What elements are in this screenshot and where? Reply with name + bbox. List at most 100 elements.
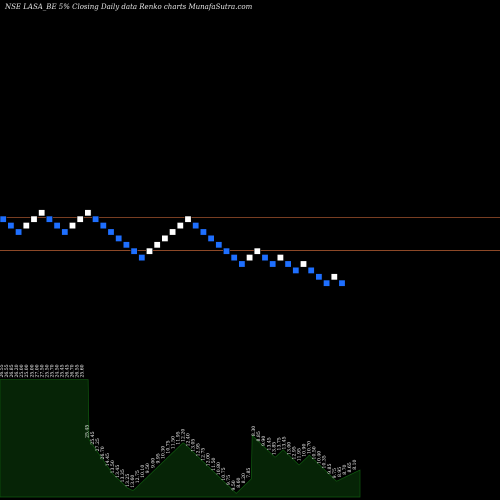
- volume-data-label: 24.50: [54, 364, 60, 377]
- renko-brick: [192, 222, 200, 230]
- volume-data-label: 9.85: [327, 464, 333, 474]
- renko-brick: [61, 228, 69, 236]
- volume-data-label: 26.70: [70, 364, 76, 377]
- volume-data-label: 8.30: [251, 426, 257, 436]
- volume-data-label: 25.00: [29, 364, 35, 377]
- renko-brick: [199, 228, 207, 236]
- renko-brick: [153, 241, 161, 249]
- renko-brick: [146, 247, 154, 255]
- volume-data-label: 26.70: [100, 446, 106, 459]
- volume-data-label: 26.55: [75, 364, 81, 377]
- renko-brick: [315, 273, 323, 281]
- volume-data-label: 25.45: [60, 364, 66, 377]
- volume-data-label: 27.25: [95, 438, 101, 451]
- volume-data-label: 11.50: [211, 457, 217, 470]
- volume-data-label: 8.60: [236, 477, 242, 487]
- renko-brick: [269, 260, 277, 268]
- volume-data-label: 13.60: [130, 475, 136, 488]
- renko-brick: [7, 222, 15, 230]
- renko-brick: [84, 209, 92, 217]
- volume-data-label: 27.50: [39, 364, 45, 377]
- volume-data-label: 26.45: [65, 364, 71, 377]
- volume-data-label: 13.85: [271, 442, 277, 455]
- renko-brick: [261, 254, 269, 262]
- volume-panel: [0, 379, 361, 498]
- renko-brick: [69, 222, 77, 230]
- volume-labels: 26.55 26.55 26.85 26.20 25.00 25.00 25.00 27.00…: [0, 364, 358, 490]
- volume-data-label: 8.70: [342, 464, 348, 474]
- renko-brick: [169, 228, 177, 236]
- renko-brick: [292, 266, 300, 274]
- volume-data-label: 13.35: [120, 469, 126, 482]
- renko-brick: [53, 222, 61, 230]
- volume-data-label: 9.50: [145, 463, 151, 473]
- volume-data-label: 10.75: [165, 440, 171, 453]
- volume-data-label: 11.95: [176, 431, 182, 444]
- volume-data-label: 12.95: [291, 446, 297, 459]
- renko-brick: [99, 222, 107, 230]
- volume-data-label: 13.45: [115, 465, 121, 478]
- renko-brick: [238, 260, 246, 268]
- volume-data-label: 25.45: [90, 431, 96, 444]
- chart-title: NSE LASA_BE 5% Closing Daily data Renko …: [4, 3, 253, 11]
- volume-data-label: 9.50: [231, 480, 237, 490]
- volume-data-label: 10.75: [221, 467, 227, 480]
- volume-data-label: 12.20: [181, 429, 187, 442]
- volume-data-label: 13.00: [286, 442, 292, 455]
- volume-data-label: 26.85: [9, 364, 15, 377]
- volume-data-label: 13.45: [266, 437, 272, 450]
- renko-brick: [130, 247, 138, 255]
- renko-brick: [230, 254, 238, 262]
- renko-brick: [223, 247, 231, 255]
- renko-bricks: [0, 209, 346, 287]
- volume-data-label: 26.55: [4, 364, 10, 377]
- renko-brick: [92, 215, 100, 223]
- volume-area: [0, 379, 361, 498]
- renko-brick: [207, 234, 215, 242]
- volume-data-label: 26.55: [0, 364, 5, 377]
- volume-data-label: 13.75: [276, 437, 282, 450]
- volume-data-label: 10.30: [160, 446, 166, 459]
- volume-data-label: 10.40: [317, 451, 323, 464]
- volume-data-label: 13.05: [191, 439, 197, 452]
- volume-data-label: 13.45: [281, 436, 287, 449]
- renko-brick: [246, 254, 254, 262]
- volume-data-label: 25.70: [49, 364, 55, 377]
- volume-data-label: 13.25: [125, 474, 131, 487]
- renko-brick: [138, 254, 146, 262]
- volume-data-label: 25.45: [85, 425, 91, 438]
- renko-brick: [330, 273, 338, 281]
- volume-data-label: 10.80: [216, 462, 222, 475]
- renko-brick: [253, 247, 261, 255]
- volume-data-label: 9.00: [150, 458, 156, 468]
- renko-brick: [22, 222, 30, 230]
- volume-data-label: 9.75: [332, 468, 338, 478]
- renko-brick: [323, 279, 331, 287]
- volume-data-label: 12.75: [135, 470, 141, 483]
- volume-data-label: 12.00: [206, 453, 212, 466]
- renko-brick: [284, 260, 292, 268]
- renko-brick: [115, 234, 123, 242]
- volume-data-label: 25.00: [19, 364, 25, 377]
- volume-data-label: 12.95: [196, 443, 202, 456]
- volume-data-label: 10.35: [322, 455, 328, 468]
- renko-brick: [76, 215, 84, 223]
- volume-data-label: 8.20: [241, 473, 247, 483]
- volume-data-label: 10.90: [302, 444, 308, 457]
- volume-data-label: 9.95: [155, 453, 161, 463]
- renko-brick: [215, 241, 223, 249]
- volume-data-label: 12.40: [186, 433, 192, 446]
- volume-data-label: 9.75: [226, 475, 232, 485]
- renko-brick: [107, 228, 115, 236]
- volume-data-label: 26.20: [14, 364, 20, 377]
- volume-data-label: 12.75: [201, 448, 207, 461]
- volume-data-label: 11.50: [170, 436, 176, 449]
- renko-brick: [45, 215, 53, 223]
- renko-brick: [299, 260, 307, 268]
- renko-brick: [161, 234, 169, 242]
- volume-data-label: 9.90: [261, 436, 267, 446]
- volume-data-label: 27.00: [34, 364, 40, 377]
- volume-data-label: 25.60: [80, 364, 86, 377]
- renko-brick: [122, 241, 130, 249]
